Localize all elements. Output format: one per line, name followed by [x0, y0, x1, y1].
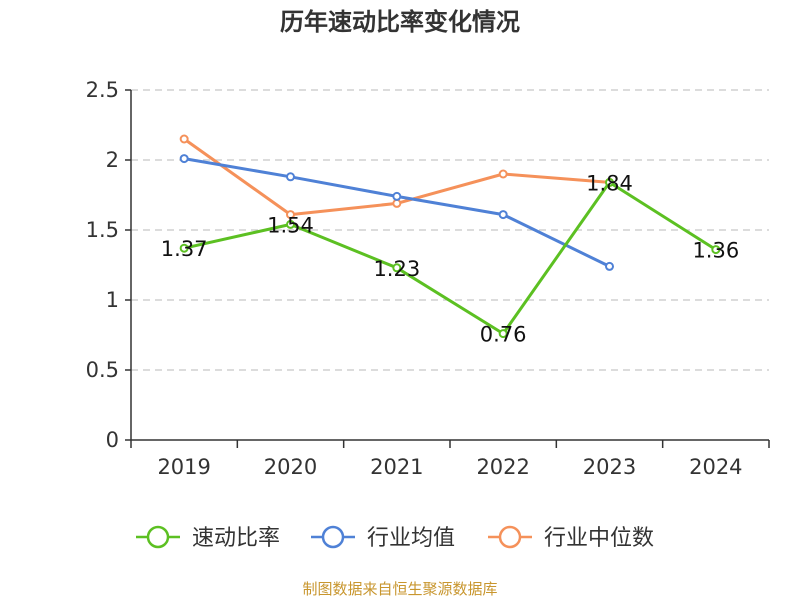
data-point	[286, 172, 295, 182]
data-point	[605, 177, 614, 187]
series-line	[183, 157, 611, 268]
y-tick-label: 0	[106, 428, 119, 452]
legend-marker	[321, 525, 345, 549]
data-point	[392, 263, 402, 273]
data-label: 1.84	[586, 171, 633, 195]
x-tick-label: 2022	[476, 455, 529, 479]
y-tick-label: 0.5	[86, 358, 119, 382]
data-point	[179, 243, 189, 253]
data-label: 1.54	[267, 213, 314, 237]
y-tick-label: 2.5	[86, 78, 119, 102]
legend-label: 速动比率	[192, 526, 280, 551]
x-tick-label: 2021	[370, 455, 423, 479]
axis-layer: 0 0.5 1 1.5 2 2.5 2019 2020 2021 2022 2023 2024	[86, 78, 770, 479]
data-point	[711, 245, 721, 255]
series-layer	[179, 134, 721, 339]
data-point	[179, 134, 189, 144]
legend: 速动比率 行业均值 行业中位数	[136, 525, 654, 551]
label-layer: 1.37 1.54 1.23 0.76 1.84 1.36	[161, 171, 739, 346]
legend-marker	[498, 525, 522, 549]
legend-label: 行业中位数	[544, 526, 654, 551]
data-point	[392, 198, 402, 208]
series-line	[183, 180, 717, 336]
data-point	[605, 261, 614, 271]
data-label: 1.36	[692, 239, 739, 263]
x-tick-label: 2023	[583, 455, 636, 479]
chart-title: 历年速动比率变化情况	[280, 8, 520, 36]
x-tick-label: 2024	[689, 455, 742, 479]
data-point	[286, 219, 295, 229]
data-point	[286, 210, 295, 220]
source-note: 制图数据来自恒生聚源数据库	[302, 580, 498, 598]
y-tick-label: 2	[106, 148, 119, 172]
x-tick-label: 2019	[157, 455, 210, 479]
data-label: 1.23	[373, 257, 420, 281]
data-point	[179, 154, 189, 164]
y-tick-label: 1	[106, 288, 119, 312]
legend-label: 行业均值	[367, 526, 455, 551]
data-label: 0.76	[480, 323, 527, 347]
data-point	[498, 210, 508, 220]
x-tick-label: 2020	[264, 455, 317, 479]
y-tick-label: 1.5	[86, 218, 119, 242]
legend-marker	[146, 525, 170, 549]
data-point	[498, 169, 508, 179]
data-point	[392, 191, 402, 201]
data-point	[498, 329, 508, 339]
data-label: 1.37	[161, 237, 208, 261]
grid-layer	[131, 89, 769, 371]
